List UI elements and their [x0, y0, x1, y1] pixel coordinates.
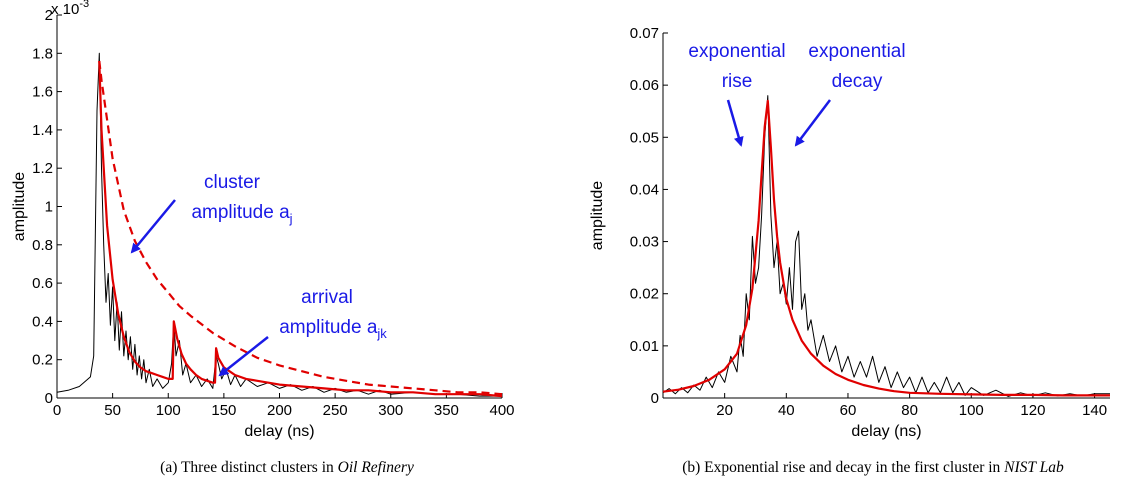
x-tick-label: 100 — [156, 402, 181, 419]
y-tick-label: 0.2 — [32, 352, 53, 369]
annotation-1: exponential decay — [794, 41, 906, 147]
annotation-0: cluster amplitude aj — [130, 172, 293, 254]
annotation-text: amplitude ajk — [279, 317, 387, 341]
y-tick-label: 0.06 — [630, 77, 659, 94]
x-tick-label: 100 — [959, 402, 984, 419]
figure-caption: (b) Exponential rise and decay in the fi… — [682, 459, 1064, 476]
x-tick-label: 20 — [716, 402, 733, 419]
x-tick-label: 250 — [323, 402, 348, 419]
caption-text: (b) Exponential rise and decay in the fi… — [682, 459, 1004, 476]
x-tick-label: 120 — [1020, 402, 1045, 419]
y-axis-label: amplitude — [589, 181, 606, 250]
y-tick-label: 1.2 — [32, 160, 53, 177]
annotation-text: cluster — [204, 172, 261, 193]
caption-italic: NIST Lab — [1003, 459, 1064, 476]
annotation-line: arrival — [301, 287, 353, 308]
annotation-line: rise — [722, 71, 753, 92]
y-tick-label: 0.04 — [630, 181, 659, 198]
annotation-arrow — [130, 199, 176, 254]
y-tick-label: 1.8 — [32, 45, 53, 62]
annotation-arrow — [218, 336, 269, 377]
y-tick-label: 2 — [45, 7, 53, 24]
annotation-arrow — [794, 99, 831, 147]
x-tick-label: 140 — [1082, 402, 1107, 419]
annotation-arrow — [726, 99, 744, 147]
chart-panel-a: 0 0.2 0.4 0.6 0.8 1 1.2 1.4 1.6 1.8 2 0 50 100 150 200 2… — [11, 0, 515, 476]
x-axis-label: delay (ns) — [851, 423, 921, 440]
x-tick-label: 400 — [489, 402, 514, 419]
y-exponent-label: x 10-3 — [51, 0, 89, 18]
annotation-line: amplitude a — [279, 317, 378, 338]
annotation-text: rise — [722, 71, 753, 92]
measured-response-line-0 — [662, 95, 1110, 397]
chart-panel-b: 0 0.01 0.02 0.03 0.04 0.05 0.06 0.07 20 40 60 80 100… — [589, 25, 1110, 476]
y-tick-label: 0.05 — [630, 129, 659, 146]
x-tick-label: 60 — [840, 402, 857, 419]
annotation-line: exponential — [688, 41, 785, 62]
y-tick-label: 0.4 — [32, 313, 53, 330]
annotation-text: exponential — [688, 41, 785, 62]
annotation-0: exponential rise — [688, 41, 786, 147]
x-tick-label: 0 — [53, 402, 61, 419]
y-tick-label: 1.4 — [32, 122, 53, 139]
annotation-1: arrival amplitude ajk — [218, 287, 387, 377]
y-exponent-power: -3 — [79, 0, 89, 10]
annotation-text: exponential — [808, 41, 905, 62]
fitted-model-line-1 — [98, 60, 503, 398]
x-tick-label: 350 — [434, 402, 459, 419]
fitted-model-line-1 — [662, 99, 1110, 397]
y-tick-label: 0.8 — [32, 237, 53, 254]
annotation-text: amplitude aj — [191, 202, 292, 226]
measured-response-line-0 — [56, 52, 502, 397]
y-tick-label: 1 — [45, 199, 53, 216]
y-tick-label: 0.02 — [630, 286, 659, 303]
cluster-decay-dashed-line-2 — [98, 60, 503, 396]
x-tick-label: 80 — [901, 402, 918, 419]
annotation-line: amplitude a — [191, 202, 290, 223]
caption-text: (a) Three distinct clusters in — [160, 459, 337, 476]
x-tick-label: 40 — [778, 402, 795, 419]
y-axis-label: amplitude — [11, 172, 28, 241]
y-tick-label: 1.6 — [32, 84, 53, 101]
annotation-line: cluster — [204, 172, 261, 193]
annotation-line: decay — [832, 71, 883, 92]
y-tick-label: 0 — [651, 390, 659, 407]
y-tick-label: 0.01 — [630, 338, 659, 355]
annotation-subscript: j — [289, 211, 293, 226]
x-tick-label: 300 — [378, 402, 403, 419]
annotation-line: exponential — [808, 41, 905, 62]
figure-caption: (a) Three distinct clusters in Oil Refin… — [160, 459, 414, 476]
x-tick-label: 150 — [211, 402, 236, 419]
annotation-text: arrival — [301, 287, 353, 308]
x-tick-label: 50 — [104, 402, 121, 419]
annotation-subscript: jk — [376, 326, 387, 341]
x-axis-label: delay (ns) — [244, 423, 314, 440]
y-tick-label: 0.6 — [32, 275, 53, 292]
caption-italic: Oil Refinery — [338, 459, 414, 476]
y-tick-label: 0.07 — [630, 25, 659, 42]
y-tick-label: 0.03 — [630, 234, 659, 251]
x-tick-label: 200 — [267, 402, 292, 419]
y-tick-label: 0 — [45, 390, 53, 407]
annotation-text: decay — [832, 71, 883, 92]
y-exponent-base: x 10 — [51, 1, 79, 18]
